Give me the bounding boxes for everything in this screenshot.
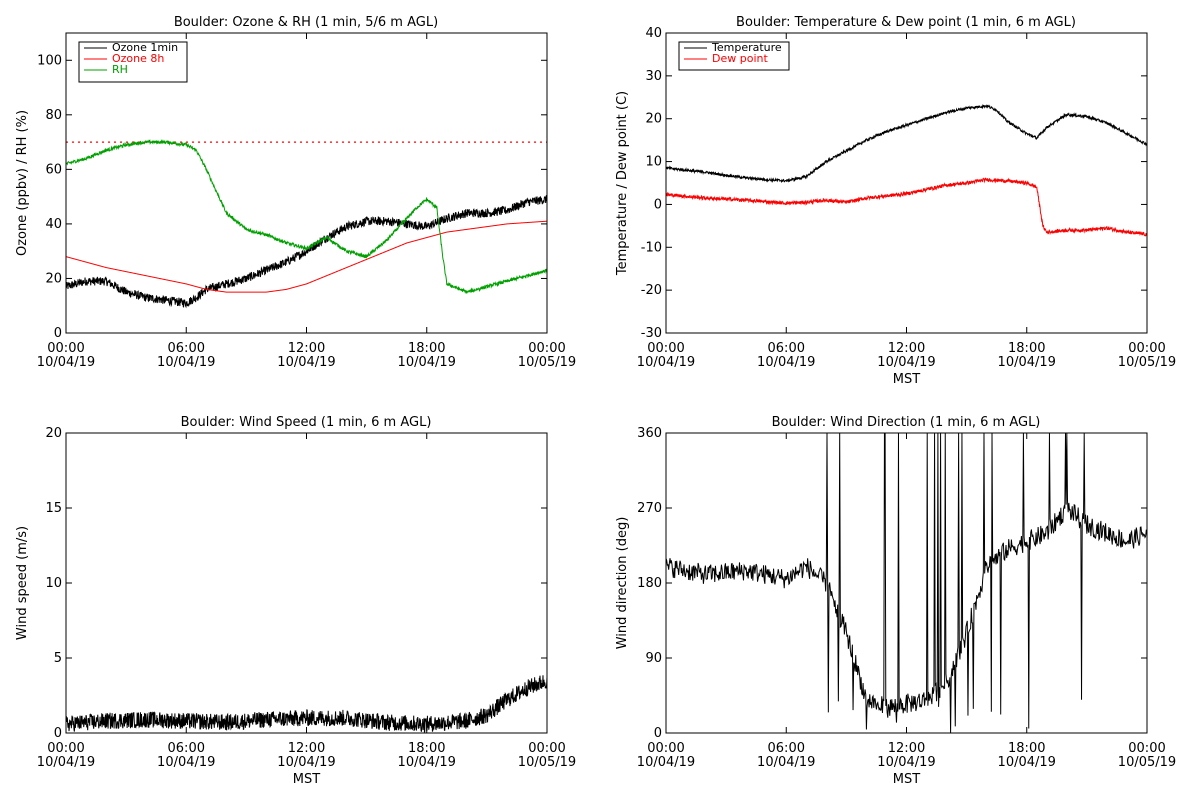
x-tick-label: 00:00 (1128, 341, 1165, 356)
x-tick-date-label: 10/04/19 (998, 755, 1056, 770)
y-tick-label: 20 (45, 426, 62, 441)
y-tick-label: 0 (54, 326, 62, 341)
y-axis-label: Temperature / Dew point (C) (615, 91, 630, 276)
x-axis-label: MST (293, 772, 320, 787)
series-line-series-0 (65, 675, 548, 733)
x-tick-label: 06:00 (768, 741, 805, 756)
x-tick-label: 00:00 (647, 741, 684, 756)
legend-label: RH (112, 63, 128, 76)
x-tick-label: 12:00 (288, 341, 325, 356)
y-tick-label: 270 (637, 501, 662, 516)
x-tick-label: 12:00 (888, 741, 925, 756)
series-line-rh (65, 139, 548, 294)
y-tick-label: 360 (637, 426, 662, 441)
x-tick-label: 00:00 (528, 741, 565, 756)
plot-frame (665, 432, 1148, 734)
chart-title: Boulder: Ozone & RH (1 min, 5/6 m AGL) (174, 15, 438, 30)
x-tick-date-label: 10/04/19 (757, 355, 815, 370)
y-axis-label: Wind direction (deg) (615, 517, 630, 650)
x-tick-label: 00:00 (647, 341, 684, 356)
x-tick-label: 12:00 (888, 341, 925, 356)
legend-label: Ozone 1min (112, 41, 178, 54)
x-tick-date-label: 10/04/19 (398, 755, 456, 770)
x-tick-date-label: 10/04/19 (637, 355, 695, 370)
x-tick-date-label: 10/04/19 (157, 755, 215, 770)
x-tick-date-label: 10/04/19 (37, 755, 95, 770)
chart-wind-direction: Boulder: Wind Direction (1 min, 6 m AGL)… (615, 415, 1176, 787)
y-tick-label: 180 (637, 576, 662, 591)
y-tick-label: 10 (45, 576, 62, 591)
chart-ozone-rh: Boulder: Ozone & RH (1 min, 5/6 m AGL) 0… (15, 15, 576, 370)
x-tick-date-label: 10/04/19 (637, 755, 695, 770)
x-tick-date-label: 10/05/19 (1118, 755, 1176, 770)
y-tick-label: 15 (45, 501, 62, 516)
legend-label: Temperature (711, 41, 782, 54)
x-tick-date-label: 10/05/19 (518, 355, 576, 370)
x-tick-date-label: 10/05/19 (1118, 355, 1176, 370)
y-tick-label: 80 (45, 108, 62, 123)
x-tick-label: 12:00 (288, 741, 325, 756)
x-axis-label: MST (893, 372, 920, 387)
chart-temperature-dewpoint: Boulder: Temperature & Dew point (1 min,… (615, 15, 1176, 387)
y-tick-label: 30 (645, 69, 662, 84)
x-tick-date-label: 10/04/19 (998, 355, 1056, 370)
y-tick-label: 90 (645, 651, 662, 666)
y-tick-label: 0 (654, 726, 662, 741)
x-tick-label: 06:00 (768, 341, 805, 356)
x-tick-label: 06:00 (168, 741, 205, 756)
legend-label: Dew point (712, 52, 768, 65)
y-tick-label: 20 (45, 271, 62, 286)
x-tick-label: 18:00 (408, 741, 445, 756)
plot-frame (65, 432, 548, 734)
y-axis-label: Wind speed (m/s) (15, 526, 30, 640)
x-tick-label: 18:00 (408, 341, 445, 356)
x-tick-date-label: 10/04/19 (398, 355, 456, 370)
legend-box (78, 41, 188, 83)
x-tick-label: 00:00 (1128, 741, 1165, 756)
x-tick-date-label: 10/04/19 (757, 755, 815, 770)
x-tick-label: 18:00 (1008, 741, 1045, 756)
y-tick-label: 100 (37, 53, 62, 68)
x-tick-date-label: 10/04/19 (37, 355, 95, 370)
y-tick-label: 60 (45, 162, 62, 177)
y-tick-label: 40 (45, 217, 62, 232)
x-tick-label: 06:00 (168, 341, 205, 356)
x-tick-date-label: 10/05/19 (518, 755, 576, 770)
legend-box (678, 41, 790, 71)
x-tick-date-label: 10/04/19 (877, 355, 935, 370)
y-tick-label: -10 (641, 240, 662, 255)
y-tick-label: 40 (645, 26, 662, 41)
x-tick-date-label: 10/04/19 (277, 355, 335, 370)
chart-title: Boulder: Wind Speed (1 min, 6 m AGL) (181, 415, 432, 430)
series-line-ozone-8h (65, 220, 548, 293)
x-tick-date-label: 10/04/19 (157, 355, 215, 370)
series-line-ozone-1min (65, 195, 548, 309)
y-axis-label: Ozone (ppbv) / RH (%) (15, 110, 30, 256)
chart-wind-speed: Boulder: Wind Speed (1 min, 6 m AGL) 0 5 1… (15, 415, 576, 787)
series-line-temperature (665, 103, 1148, 184)
series-line-dew-point (665, 177, 1148, 237)
y-tick-label: 10 (645, 155, 662, 170)
y-tick-label: -20 (641, 283, 662, 298)
x-tick-label: 00:00 (47, 341, 84, 356)
series-line-series-0 (665, 432, 1148, 733)
chart-title: Boulder: Temperature & Dew point (1 min,… (736, 15, 1076, 30)
x-tick-label: 00:00 (528, 341, 565, 356)
x-tick-label: 18:00 (1008, 341, 1045, 356)
x-axis-label: MST (893, 772, 920, 787)
chart-title: Boulder: Wind Direction (1 min, 6 m AGL) (772, 415, 1041, 430)
x-tick-date-label: 10/04/19 (277, 755, 335, 770)
plot-frame (665, 32, 1148, 334)
x-tick-date-label: 10/04/19 (877, 755, 935, 770)
y-tick-label: 20 (645, 112, 662, 127)
y-tick-label: 0 (54, 726, 62, 741)
y-tick-label: 5 (54, 651, 62, 666)
y-tick-label: -30 (641, 326, 662, 341)
y-tick-label: 0 (654, 197, 662, 212)
x-tick-label: 00:00 (47, 741, 84, 756)
legend-label: Ozone 8h (112, 52, 164, 65)
